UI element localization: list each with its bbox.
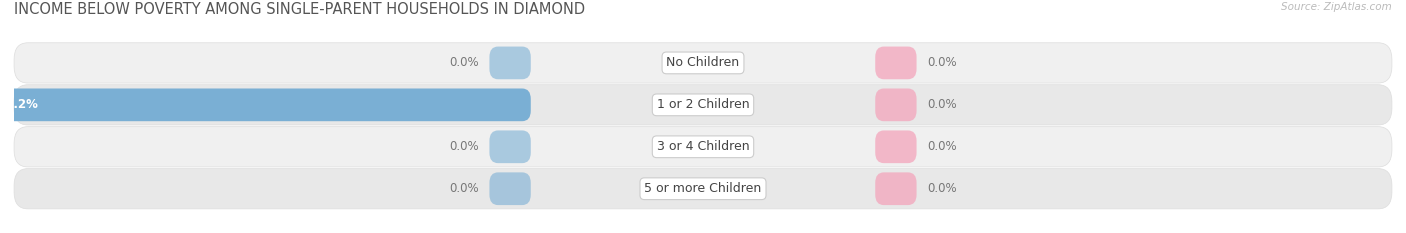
- FancyBboxPatch shape: [489, 47, 531, 79]
- Text: INCOME BELOW POVERTY AMONG SINGLE-PARENT HOUSEHOLDS IN DIAMOND: INCOME BELOW POVERTY AMONG SINGLE-PARENT…: [14, 2, 585, 17]
- FancyBboxPatch shape: [14, 43, 1392, 83]
- FancyBboxPatch shape: [14, 127, 1392, 167]
- FancyBboxPatch shape: [875, 130, 917, 163]
- Text: 0.0%: 0.0%: [450, 140, 479, 153]
- Text: No Children: No Children: [666, 56, 740, 69]
- FancyBboxPatch shape: [875, 89, 917, 121]
- Text: 18.2%: 18.2%: [0, 98, 39, 111]
- Text: 1 or 2 Children: 1 or 2 Children: [657, 98, 749, 111]
- Text: 0.0%: 0.0%: [450, 56, 479, 69]
- Text: 0.0%: 0.0%: [927, 56, 956, 69]
- Text: 0.0%: 0.0%: [927, 98, 956, 111]
- Text: 3 or 4 Children: 3 or 4 Children: [657, 140, 749, 153]
- FancyBboxPatch shape: [14, 169, 1392, 209]
- FancyBboxPatch shape: [0, 89, 531, 121]
- FancyBboxPatch shape: [14, 85, 1392, 125]
- Text: 0.0%: 0.0%: [450, 182, 479, 195]
- FancyBboxPatch shape: [875, 47, 917, 79]
- Text: 0.0%: 0.0%: [927, 140, 956, 153]
- FancyBboxPatch shape: [489, 172, 531, 205]
- FancyBboxPatch shape: [875, 172, 917, 205]
- FancyBboxPatch shape: [489, 130, 531, 163]
- Text: 0.0%: 0.0%: [927, 182, 956, 195]
- Text: 5 or more Children: 5 or more Children: [644, 182, 762, 195]
- Text: Source: ZipAtlas.com: Source: ZipAtlas.com: [1281, 2, 1392, 12]
